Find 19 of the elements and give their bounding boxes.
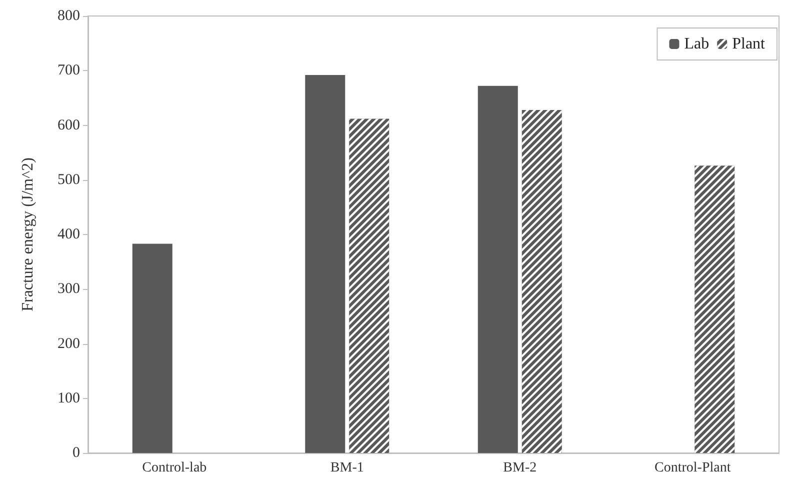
x-tick-label: Control-Plant: [654, 460, 731, 476]
y-tick-label: 600: [58, 117, 80, 134]
y-tick-label: 800: [58, 8, 80, 24]
legend-label: Lab: [684, 36, 710, 52]
y-tick-label: 700: [58, 62, 80, 79]
bar: [132, 244, 172, 453]
y-tick-label: 400: [58, 226, 80, 242]
legend-label: Plant: [732, 36, 766, 52]
y-axis-title: Fracture energy (J/m^2): [20, 158, 36, 312]
bar: [305, 74, 346, 453]
x-tick-label: BM-1: [330, 460, 364, 476]
y-tick-label: 200: [58, 336, 80, 352]
y-tick-label: 300: [58, 281, 80, 298]
x-tick-label: Control-lab: [142, 460, 207, 476]
y-tick-label: 0: [72, 445, 80, 461]
bar: [478, 86, 518, 453]
x-tick-label: BM-2: [503, 460, 537, 476]
y-tick-label: 500: [58, 172, 80, 188]
y-tick-label: 100: [58, 390, 80, 406]
